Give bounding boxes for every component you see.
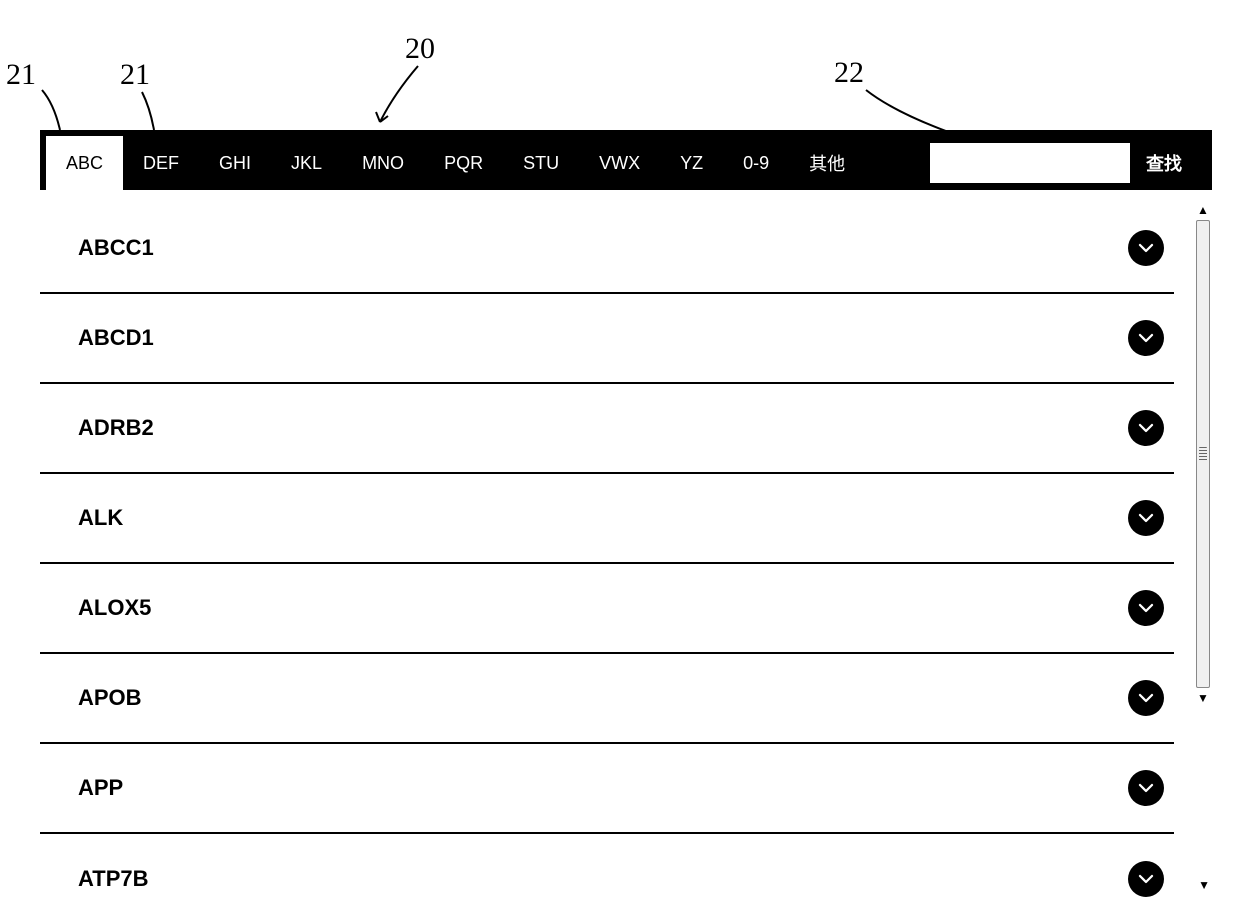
list-item[interactable]: ALOX5	[40, 564, 1174, 654]
scroll-track[interactable]	[1196, 220, 1210, 688]
list-item[interactable]: ABCD1	[40, 294, 1174, 384]
spacer	[865, 136, 930, 190]
tab-yz[interactable]: YZ	[660, 136, 723, 190]
scroll-down-bottom-icon[interactable]: ▼	[1198, 878, 1210, 892]
search-button[interactable]: 查找	[1130, 150, 1198, 176]
tab-other[interactable]: 其他	[789, 136, 865, 190]
tab-ghi[interactable]: GHI	[199, 136, 271, 190]
list-item-label: ABCC1	[78, 235, 154, 261]
tab-vwx[interactable]: VWX	[579, 136, 660, 190]
tab-label: PQR	[444, 153, 483, 174]
expand-button[interactable]	[1128, 861, 1164, 897]
list-item[interactable]: ATP7B	[40, 834, 1174, 924]
annotation-21-right: 21	[120, 58, 150, 92]
tab-label: ABC	[66, 153, 103, 174]
tab-stu[interactable]: STU	[503, 136, 579, 190]
list-item-label: APP	[78, 775, 123, 801]
tab-label: DEF	[143, 153, 179, 174]
chevron-down-icon	[1137, 509, 1155, 527]
list-item[interactable]: APP	[40, 744, 1174, 834]
list-item[interactable]: ADRB2	[40, 384, 1174, 474]
tab-mno[interactable]: MNO	[342, 136, 424, 190]
tab-label: VWX	[599, 153, 640, 174]
expand-button[interactable]	[1128, 410, 1164, 446]
annotation-arrow-icon	[36, 88, 66, 136]
main-panel: ABC DEF GHI JKL MNO PQR STU VWX YZ 0-9 其…	[40, 130, 1212, 896]
expand-button[interactable]	[1128, 590, 1164, 626]
scroll-thumb[interactable]	[1199, 447, 1207, 461]
chevron-down-icon	[1137, 689, 1155, 707]
annotation-22: 22	[834, 56, 864, 90]
list-item[interactable]: ABCC1	[40, 204, 1174, 294]
list-item-label: ALOX5	[78, 595, 151, 621]
list-item[interactable]: APOB	[40, 654, 1174, 744]
tab-bar: ABC DEF GHI JKL MNO PQR STU VWX YZ 0-9 其…	[40, 130, 1212, 190]
expand-button[interactable]	[1128, 680, 1164, 716]
tab-09[interactable]: 0-9	[723, 136, 789, 190]
scroll-down-icon[interactable]: ▼	[1197, 692, 1209, 704]
chevron-down-icon	[1137, 329, 1155, 347]
tab-label: GHI	[219, 153, 251, 174]
tab-def[interactable]: DEF	[123, 136, 199, 190]
annotation-arrow-icon	[370, 62, 430, 132]
tab-label: YZ	[680, 153, 703, 174]
chevron-down-icon	[1137, 239, 1155, 257]
tab-label: JKL	[291, 153, 322, 174]
chevron-down-icon	[1137, 419, 1155, 437]
results-list: ABCC1 ABCD1 ADRB2 ALK	[40, 204, 1194, 924]
tab-pqr[interactable]: PQR	[424, 136, 503, 190]
list-item-label: ADRB2	[78, 415, 154, 441]
list-item[interactable]: ALK	[40, 474, 1174, 564]
expand-button[interactable]	[1128, 320, 1164, 356]
search-container: 查找	[930, 136, 1206, 190]
chevron-down-icon	[1137, 779, 1155, 797]
search-input[interactable]	[930, 143, 1130, 183]
scroll-up-icon[interactable]: ▲	[1197, 204, 1209, 216]
expand-button[interactable]	[1128, 770, 1164, 806]
chevron-down-icon	[1137, 870, 1155, 888]
tab-label: STU	[523, 153, 559, 174]
annotation-20: 20	[405, 32, 435, 66]
chevron-down-icon	[1137, 599, 1155, 617]
expand-button[interactable]	[1128, 500, 1164, 536]
list-item-label: APOB	[78, 685, 142, 711]
list-item-label: ABCD1	[78, 325, 154, 351]
content-wrap: ABCC1 ABCD1 ADRB2 ALK	[40, 204, 1212, 924]
tab-jkl[interactable]: JKL	[271, 136, 342, 190]
annotation-21-left: 21	[6, 58, 36, 92]
tab-abc[interactable]: ABC	[46, 136, 123, 190]
tab-label: MNO	[362, 153, 404, 174]
tab-label: 0-9	[743, 153, 769, 174]
list-item-label: ATP7B	[78, 866, 149, 892]
expand-button[interactable]	[1128, 230, 1164, 266]
scrollbar[interactable]: ▲ ▼	[1194, 204, 1212, 704]
tab-label: 其他	[809, 150, 845, 176]
tabs-container: ABC DEF GHI JKL MNO PQR STU VWX YZ 0-9 其…	[46, 136, 865, 190]
list-item-label: ALK	[78, 505, 123, 531]
